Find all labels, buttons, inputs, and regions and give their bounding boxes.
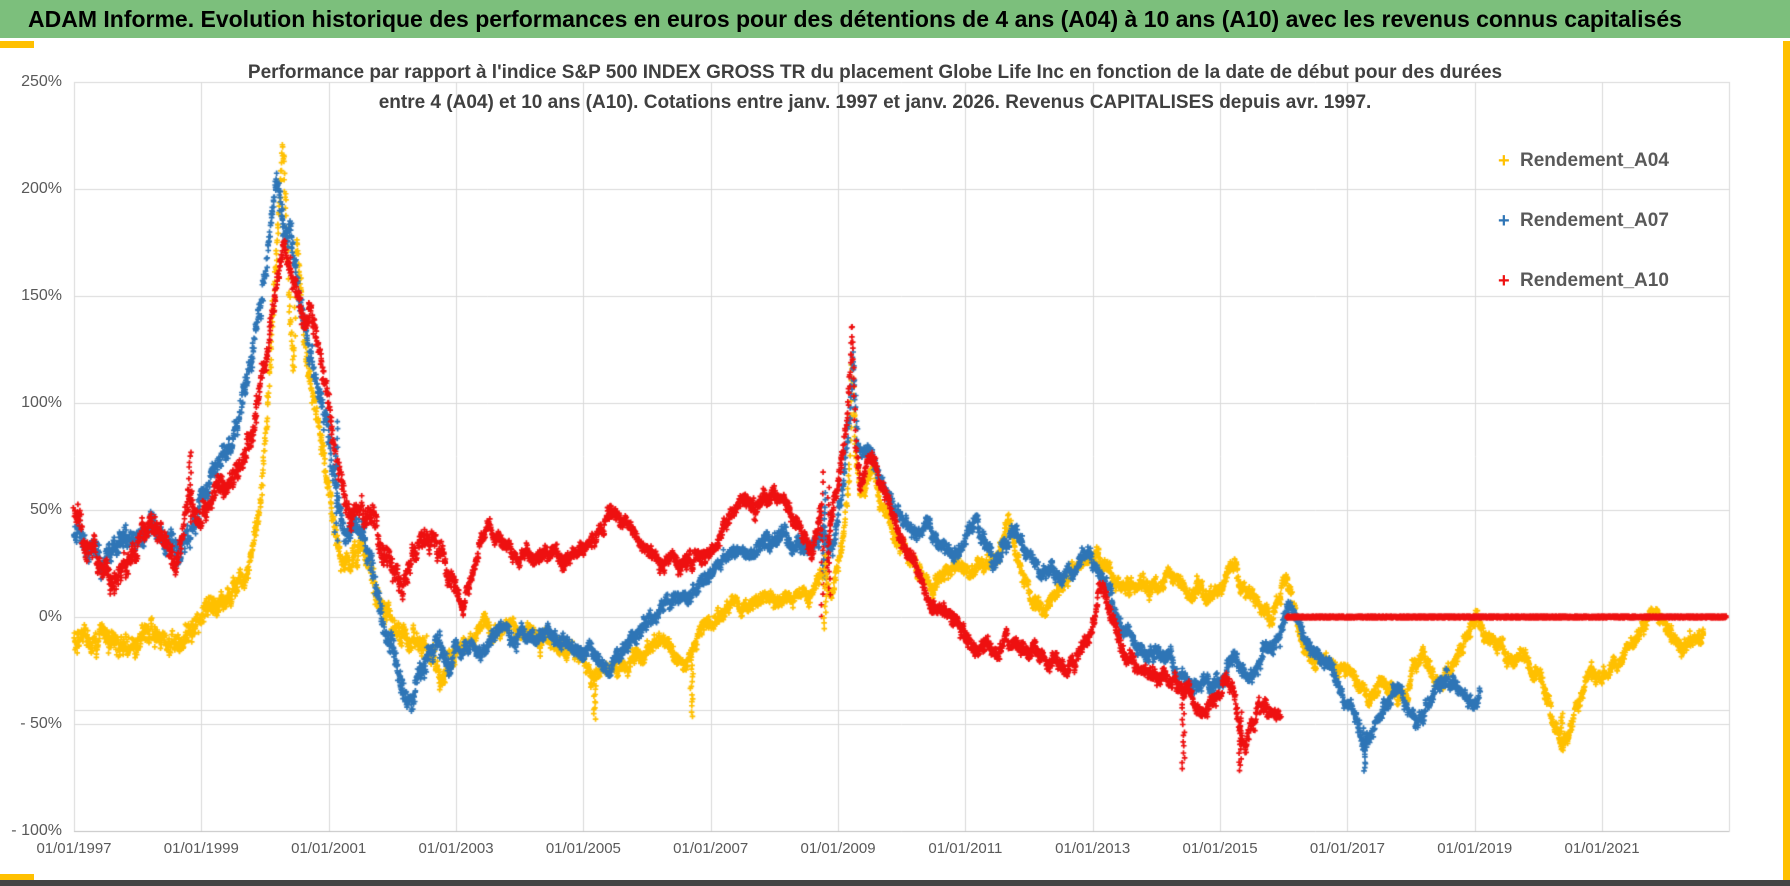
x-tick-label: 01/01/2007 (673, 840, 749, 857)
plus-marker-icon: + (1498, 149, 1510, 172)
x-tick-label: 01/01/2009 (800, 840, 876, 857)
plus-marker-icon: + (1498, 209, 1510, 232)
gold-border-right (1783, 41, 1790, 882)
x-tick-label: 01/01/2015 (1182, 840, 1258, 857)
chart-legend: + Rendement_A04 + Rendement_A07 + Rendem… (1498, 148, 1728, 328)
legend-item-rendement-a07[interactable]: + Rendement_A07 (1498, 208, 1728, 234)
y-tick-label: - 100% (11, 822, 62, 839)
x-tick-label: 01/01/2013 (1055, 840, 1131, 857)
y-tick-label: 200% (21, 180, 62, 197)
x-tick-label: 01/01/2019 (1437, 840, 1513, 857)
legend-label: Rendement_A04 (1520, 150, 1669, 171)
y-tick-label: 0% (38, 608, 62, 625)
x-tick-label: 01/01/2021 (1564, 840, 1640, 857)
x-tick-label: 01/01/2005 (545, 840, 621, 857)
chart-title-line2: entre 4 (A04) et 10 ans (A10). Cotations… (378, 92, 1372, 113)
x-tick-label: 01/01/1999 (163, 840, 239, 857)
legend-item-rendement-a04[interactable]: + Rendement_A04 (1498, 148, 1728, 174)
plus-marker-icon: + (1498, 269, 1510, 292)
y-tick-label: 50% (29, 501, 62, 518)
legend-label: Rendement_A07 (1520, 210, 1669, 231)
bottom-divider (0, 880, 1790, 886)
y-tick-label: 250% (21, 73, 62, 90)
legend-item-rendement-a10[interactable]: + Rendement_A10 (1498, 268, 1728, 294)
report-banner: ADAM Informe. Evolution historique des p… (0, 0, 1790, 38)
x-tick-label: 01/01/2017 (1309, 840, 1385, 857)
legend-label: Rendement_A10 (1520, 270, 1669, 291)
x-tick-label: 01/01/2011 (928, 840, 1003, 857)
x-tick-label: 01/01/2003 (418, 840, 494, 857)
x-tick-label: 01/01/2001 (291, 840, 367, 857)
gold-border-top-left (0, 41, 34, 48)
y-tick-label: - 50% (20, 715, 62, 732)
chart-title-line1: Performance par rapport à l'indice S&P 5… (247, 62, 1503, 83)
banner-title: ADAM Informe. Evolution historique des p… (28, 5, 1682, 32)
y-tick-label: 150% (21, 287, 62, 304)
gold-border-bottom-left (0, 874, 34, 882)
y-tick-label: 100% (21, 394, 62, 411)
x-tick-label: 01/01/1997 (36, 840, 112, 857)
chart-title: Performance par rapport à l'indice S&P 5… (95, 58, 1655, 118)
